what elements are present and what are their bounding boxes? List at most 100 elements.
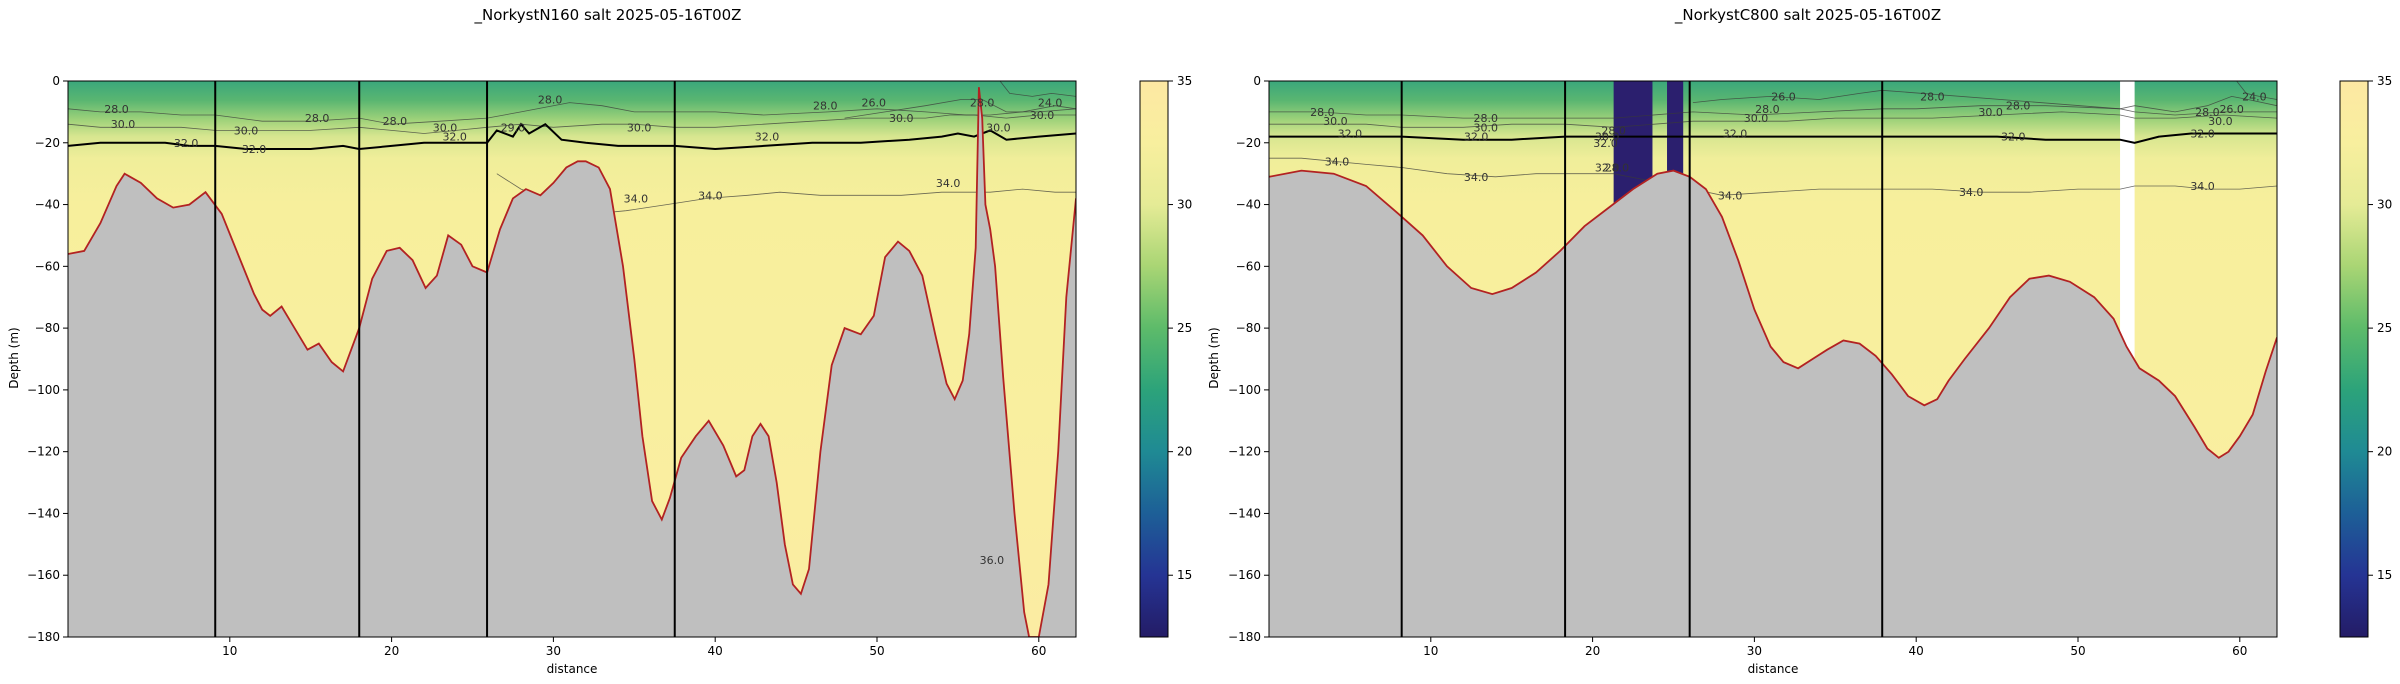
y-tick-label: −160 <box>1228 568 1261 582</box>
contour-label: 24.0 <box>1038 97 1063 110</box>
y-tick-label: −140 <box>27 506 60 520</box>
panel-title: _NorkystC800 salt 2025-05-16T00Z <box>1674 6 1941 25</box>
contour-label: 32.0 <box>1723 128 1748 141</box>
y-tick-label: −140 <box>1228 506 1261 520</box>
x-tick-label: 20 <box>1585 644 1600 658</box>
x-tick-label: 10 <box>222 644 237 658</box>
contour-30 <box>68 114 1076 134</box>
contour-label: 28.0 <box>1755 103 1780 116</box>
y-tick-label: −180 <box>1228 630 1261 644</box>
x-tick-label: 30 <box>546 644 561 658</box>
colorbar-tick-label: 25 <box>2377 321 2392 335</box>
contour-label: 30.0 <box>1744 112 1769 125</box>
contour-label: 34.0 <box>1959 186 1984 199</box>
plot-frame <box>67 80 1077 638</box>
contour-label: 34.0 <box>1718 189 1743 202</box>
x-tick-label: 20 <box>384 644 399 658</box>
plot-area: 28.030.032.028.030.032.034.034.026.028.0… <box>1269 81 2277 637</box>
contour-label: 28.0 <box>970 97 995 110</box>
contour-label: 34.0 <box>1325 155 1350 168</box>
section-plot: 28.030.032.028.030.032.034.034.026.028.0… <box>1228 74 2278 658</box>
y-tick-label: −160 <box>27 568 60 582</box>
y-tick-label: −100 <box>1228 383 1261 397</box>
contour-label: 30.0 <box>1595 131 1620 144</box>
contour-label: 28.0 <box>1601 124 1626 137</box>
contour-label: 32.0 <box>242 143 267 156</box>
contour-label: 28.0 <box>1920 90 1945 103</box>
colorbar-tick-label: 25 <box>1177 321 1192 335</box>
contour-label: 24.0 <box>2242 90 2267 103</box>
y-tick-label: 0 <box>52 74 60 88</box>
seabed-line <box>68 87 1076 637</box>
contour-label: 28.0 <box>813 100 838 113</box>
contour-label: 26.0 <box>1771 90 1796 103</box>
colorbar-tick-label: 30 <box>2377 198 2392 212</box>
contour-30 <box>1269 111 2277 128</box>
contour-label: 32.0 <box>1338 128 1363 141</box>
y-tick-label: −40 <box>35 198 60 212</box>
colorbar-tick-label: 15 <box>2377 568 2392 582</box>
contour-label: 34.0 <box>1464 171 1489 184</box>
panel-norkyst-c800: _NorkystC800 salt 2025-05-16T00Z 28.030.… <box>1207 6 2392 676</box>
panel-title: _NorkystN160 salt 2025-05-16T00Z <box>474 6 742 25</box>
y-tick-label: −60 <box>1236 259 1261 273</box>
x-tick-label: 50 <box>869 644 884 658</box>
x-axis-label: distance <box>1748 662 1799 676</box>
contour-label: 28.0 <box>305 112 330 125</box>
section-plot: 28.030.032.030.032.028.0 28.0 30.032.028.0… <box>27 74 1077 658</box>
contour-26 <box>844 99 1076 119</box>
contour-label: 26.0 <box>862 97 887 110</box>
contour-label: 30.0 <box>1030 109 1055 122</box>
colorbar-gradient <box>1139 80 1169 638</box>
x-axis-label: distance <box>547 662 598 676</box>
contour-label: 30.0 <box>627 121 652 134</box>
contour-label: 34.0 <box>624 192 649 205</box>
contour-label: 29.0 <box>501 121 526 134</box>
contour-label: 30.0 <box>111 118 136 131</box>
contour-label: 28.0 <box>1310 106 1335 119</box>
contour-24 <box>2236 81 2277 100</box>
colorbar: 35 30 25 20 15 <box>1139 74 1192 638</box>
contour-label: 34.0 <box>698 189 723 202</box>
y-tick-label: 0 <box>1253 74 1261 88</box>
contour-label: 36.0 <box>980 554 1005 567</box>
contour-24 <box>999 81 1076 97</box>
contour-label: 30.0 <box>1978 106 2003 119</box>
panel-norkyst-n160: _NorkystN160 salt 2025-05-16T00Z 28.0 30.… <box>7 6 1192 676</box>
contour-label: 30.0 <box>986 121 1011 134</box>
y-tick-label: −180 <box>27 630 60 644</box>
contour-32 <box>1269 132 2277 144</box>
x-tick-label: 40 <box>708 644 723 658</box>
y-tick-label: −120 <box>1228 445 1261 459</box>
x-tick-label: 60 <box>1031 644 1046 658</box>
contour-label: 30.0 <box>433 121 458 134</box>
colorbar: 35 30 25 20 15 <box>2339 74 2392 638</box>
contour-label: 32.0 <box>174 137 199 150</box>
y-tick-label: −100 <box>27 383 60 397</box>
seabed-fill <box>1269 170 2277 637</box>
contour-label: 28.0 <box>104 103 129 116</box>
colorbar-gradient <box>2339 80 2369 638</box>
contour-label: 30.0 <box>1323 115 1348 128</box>
contour-28 <box>1269 105 2277 119</box>
contour-label: 28.0 <box>1605 161 1630 174</box>
y-tick-label: −60 <box>35 259 60 273</box>
colorbar-tick-label: 30 <box>1177 198 1192 212</box>
x-tick-label: 50 <box>2070 644 2085 658</box>
contour-label: 30.0 <box>234 124 259 137</box>
contour-label: 26.0 <box>2219 103 2244 116</box>
contour-label: 30.0 <box>1474 121 1499 134</box>
x-tick-label: 60 <box>2232 644 2247 658</box>
contour-label: 34.0 <box>936 177 961 190</box>
contour-label: 28.0 <box>2195 106 2220 119</box>
y-tick-label: −40 <box>1236 198 1261 212</box>
seabed-line <box>1269 169 2277 459</box>
plot-frame <box>1268 80 2278 638</box>
x-tick-label: 10 <box>1423 644 1438 658</box>
y-tick-label: −80 <box>1236 321 1261 335</box>
y-axis-label: Depth (m) <box>1207 327 1221 388</box>
contour-label: 32.0 <box>2190 128 2215 141</box>
contour-label: 30.0 <box>889 112 914 125</box>
colorbar-tick-label: 15 <box>1177 568 1192 582</box>
